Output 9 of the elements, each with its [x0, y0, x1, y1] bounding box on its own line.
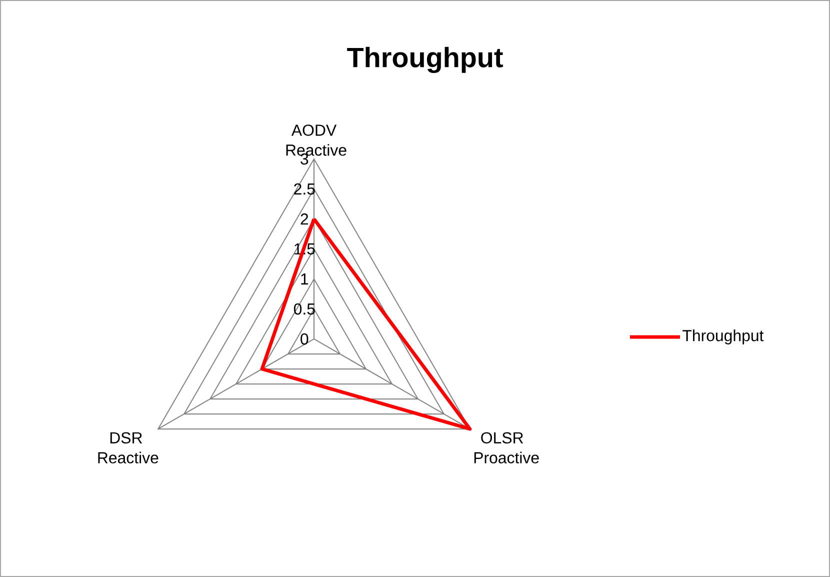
y-tick-label: 0 [300, 333, 308, 345]
legend-label: Throughput [682, 330, 764, 344]
spoke-label: DSR Reactive [98, 432, 158, 464]
spoke-label: OLSR Proactive [474, 432, 539, 464]
chart-title: Throughput [347, 46, 503, 74]
y-tick-label: 2.5 [294, 183, 315, 195]
y-tick-label: 1 [301, 274, 308, 284]
y-tick-label: 0.5 [294, 303, 315, 315]
y-tick-label: 2 [300, 213, 308, 225]
